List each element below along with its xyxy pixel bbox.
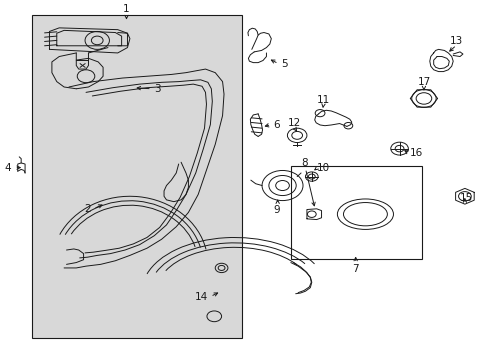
Text: 15: 15 [459, 193, 472, 203]
Text: 16: 16 [409, 148, 423, 158]
Text: 1: 1 [123, 4, 129, 14]
Text: 9: 9 [272, 205, 279, 215]
Text: 11: 11 [316, 95, 329, 105]
Text: 2: 2 [84, 204, 91, 214]
Bar [290, 166, 422, 259]
Text: 3: 3 [154, 84, 161, 94]
Text: 4: 4 [5, 163, 11, 172]
Text: 13: 13 [449, 36, 462, 46]
Text: 5: 5 [281, 59, 287, 69]
Text: 12: 12 [287, 118, 300, 128]
Text: 10: 10 [316, 163, 329, 172]
Text: 8: 8 [301, 158, 307, 168]
Text: 17: 17 [416, 77, 430, 87]
Text: 7: 7 [352, 264, 358, 274]
Text: 6: 6 [272, 120, 279, 130]
Text: 14: 14 [194, 292, 207, 302]
Bar [32, 15, 242, 338]
